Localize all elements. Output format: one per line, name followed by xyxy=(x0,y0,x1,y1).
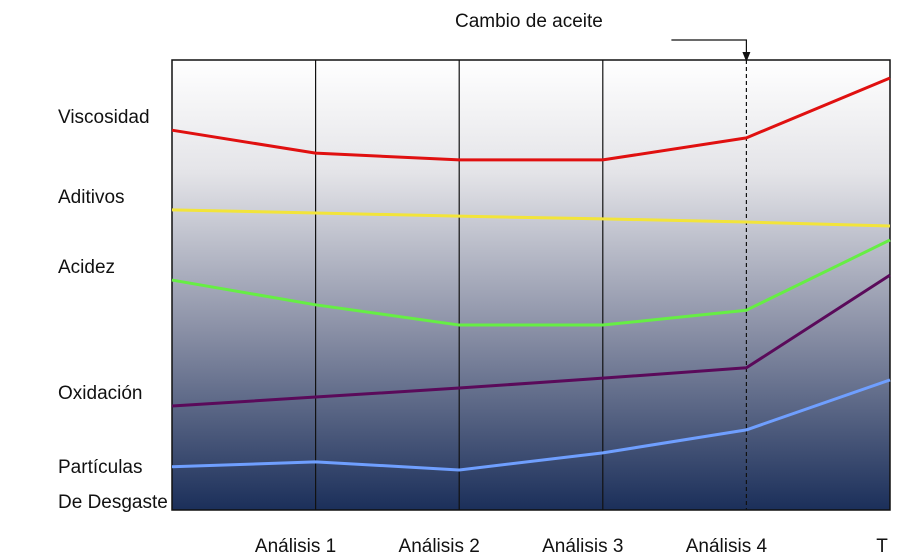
annotation-arrow xyxy=(671,40,746,60)
series-label: Oxidación xyxy=(58,376,168,411)
series-label: Partículas De Desgaste xyxy=(58,450,168,520)
series-label: Acidez xyxy=(58,250,168,285)
annotation-text: Cambio de aceite xyxy=(455,11,603,32)
series-label: Viscosidad xyxy=(58,100,168,135)
page: Análisis 1 Análisis 2 Análisis 3 Análisis 4… xyxy=(0,0,903,557)
x-tick-label: Análisis 2 xyxy=(399,536,480,557)
series-label: Aditivos xyxy=(58,180,168,215)
x-tick-label: Análisis 4 xyxy=(686,536,768,557)
x-tick-label: Análisis 1 xyxy=(255,536,336,557)
x-tick-label: Análisis 3 xyxy=(542,536,623,557)
x-tick-label: T xyxy=(876,536,888,557)
plot-area xyxy=(172,60,890,510)
